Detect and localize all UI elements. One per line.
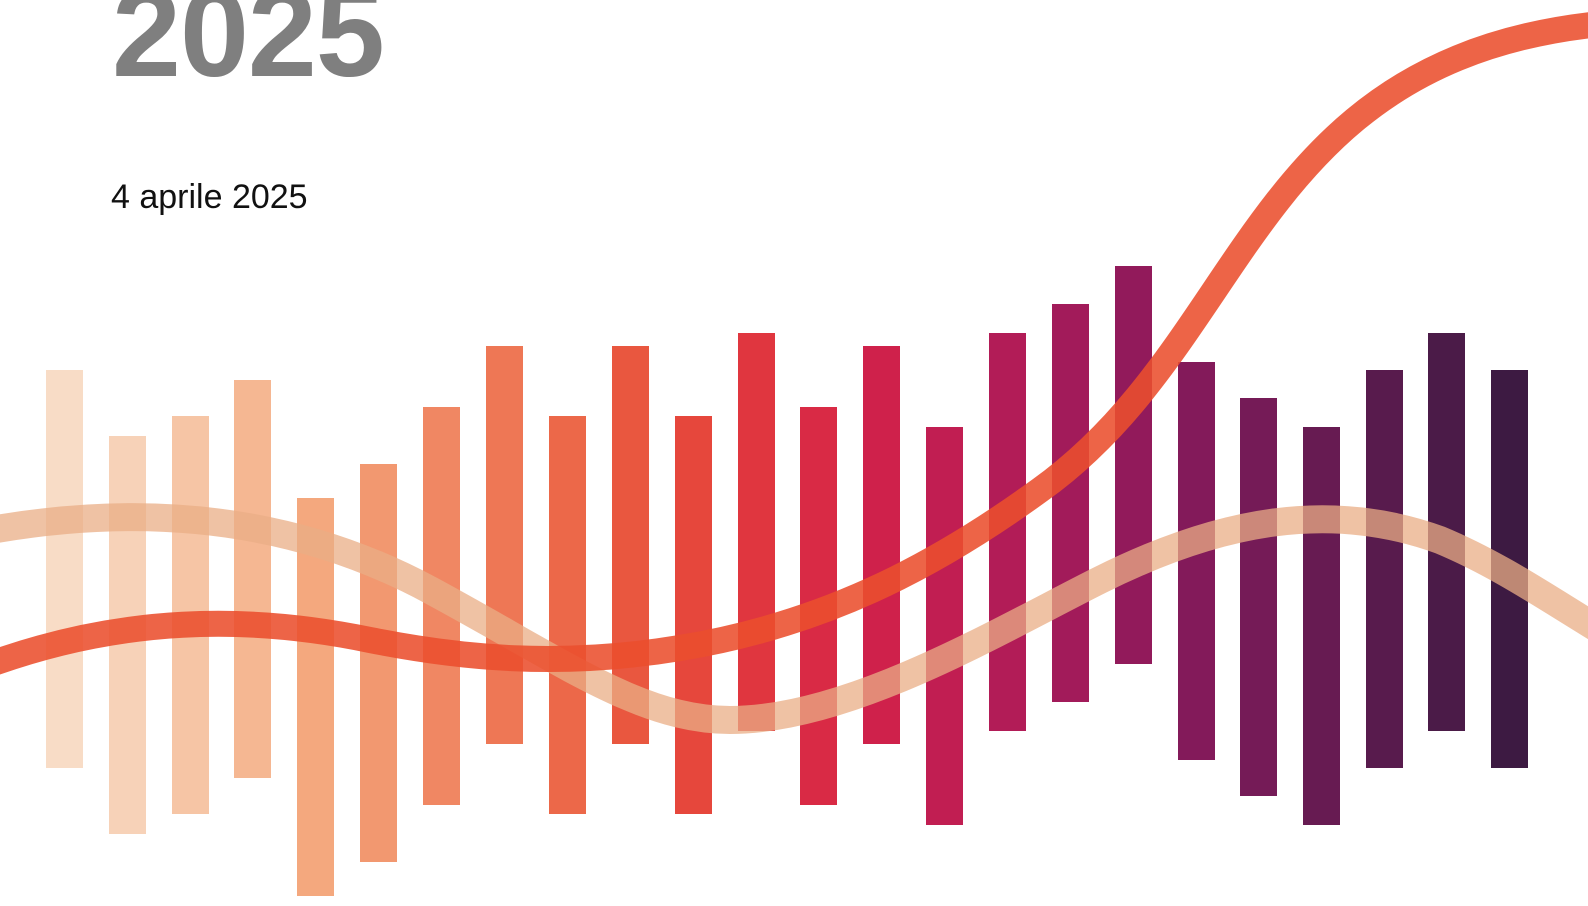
decor-bar [675, 416, 712, 814]
decor-bar [486, 346, 523, 744]
decor-bar [46, 370, 83, 768]
decor-ribbon-light [0, 503, 1588, 735]
decor-bar [926, 427, 963, 825]
decor-bar [1178, 362, 1215, 760]
cover-year: 2025 [112, 0, 385, 103]
decor-bar [1366, 370, 1403, 768]
decor-bar [549, 416, 586, 814]
decor-bar [1240, 398, 1277, 796]
cover-date: 4 aprile 2025 [111, 178, 308, 216]
decor-bar [1052, 304, 1089, 702]
decor-bar [360, 464, 397, 862]
decorative-bars [46, 266, 1528, 896]
decor-ribbon-main [0, 12, 1588, 675]
decor-bar [738, 333, 775, 731]
decor-bar [1303, 427, 1340, 825]
decor-bar [1115, 266, 1152, 664]
decor-bar [234, 380, 271, 778]
decor-bar [297, 498, 334, 896]
